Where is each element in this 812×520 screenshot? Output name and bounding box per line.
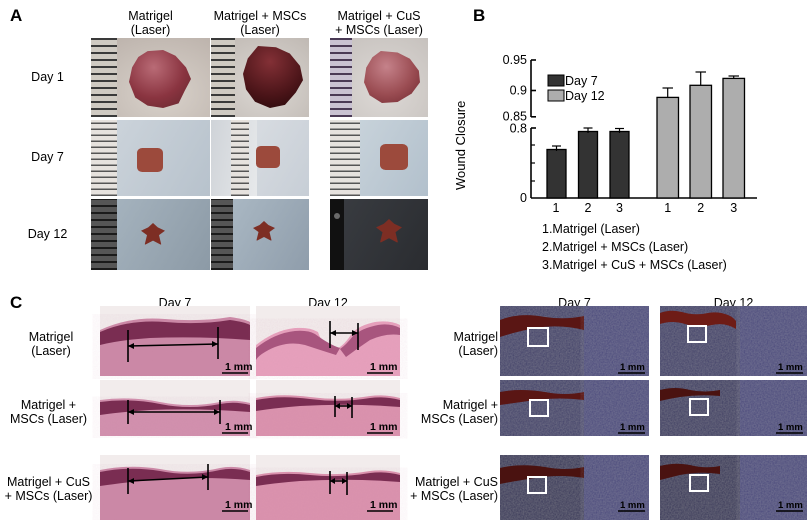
svg-text:1 mm: 1 mm xyxy=(620,422,645,433)
svg-text:1 mm: 1 mm xyxy=(620,500,645,511)
svg-text:1 mm: 1 mm xyxy=(778,500,803,511)
svg-text:1 mm: 1 mm xyxy=(778,422,803,433)
svg-text:1 mm: 1 mm xyxy=(620,362,645,373)
svg-text:1 mm: 1 mm xyxy=(778,362,803,373)
